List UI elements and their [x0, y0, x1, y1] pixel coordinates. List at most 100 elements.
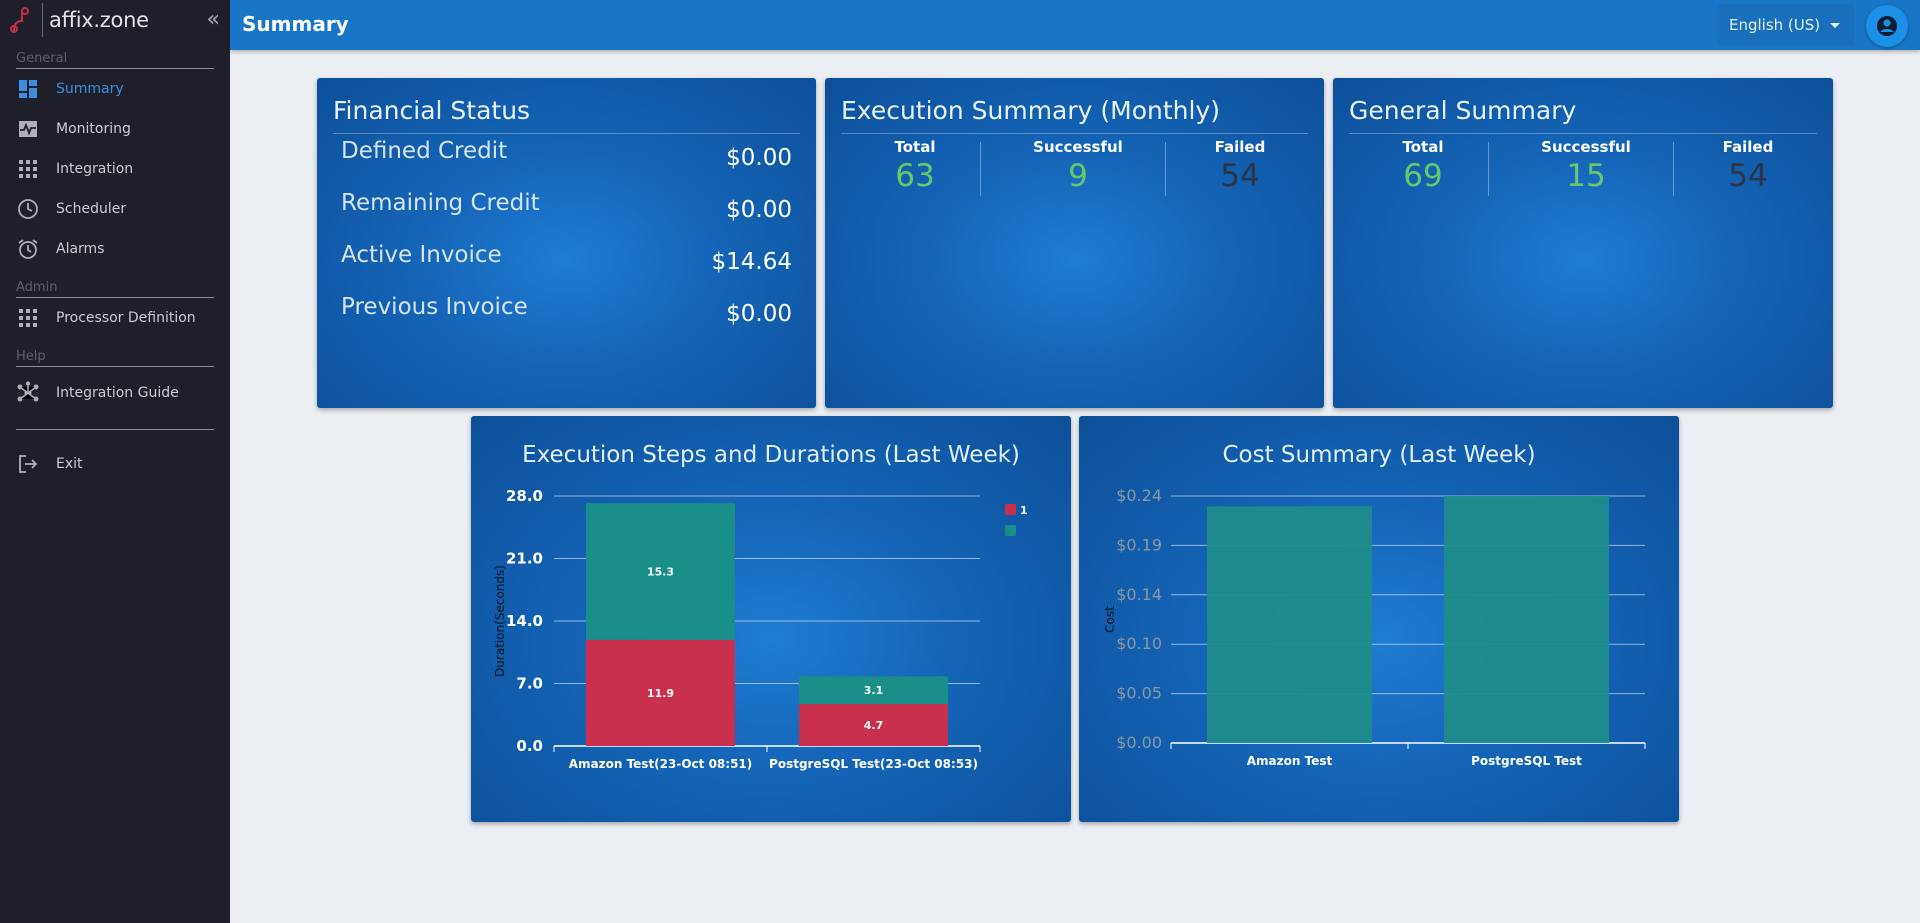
financial-value: $0.00 — [726, 197, 792, 223]
sidebar-item-label: Alarms — [56, 241, 105, 257]
stat-label: Failed — [1214, 138, 1266, 156]
bar — [1207, 506, 1372, 743]
caret-down-icon — [1830, 23, 1840, 28]
stat-value: 54 — [1220, 158, 1260, 194]
card-title: Execution Summary (Monthly) — [841, 96, 1220, 125]
data-label: 3.1 — [864, 684, 884, 697]
y-tick-label: 21.0 — [506, 550, 543, 568]
cost-summary-chart-card: Cost Summary (Last Week) $0.00 $0.05 $0.10… — [1079, 416, 1679, 822]
logo: affix.zone « — [0, 0, 230, 40]
financial-label: Defined Credit — [341, 138, 508, 164]
sidebar-item-label: Processor Definition — [56, 310, 196, 326]
y-tick-label: $0.05 — [1116, 684, 1162, 703]
y-axis-label: Duration(Seconds) — [493, 565, 507, 677]
apps-grid-icon — [16, 306, 40, 330]
collapse-sidebar-button[interactable]: « — [206, 7, 220, 32]
card-divider — [333, 133, 800, 134]
sidebar-item-integration[interactable]: Integration — [0, 149, 230, 189]
financial-row: Previous Invoice $0.00 — [341, 294, 792, 334]
sidebar-item-label: Summary — [56, 81, 124, 97]
sidebar-item-monitoring[interactable]: Monitoring — [0, 109, 230, 149]
language-select-value: English (US) — [1729, 16, 1821, 34]
y-tick-label: $0.10 — [1116, 634, 1162, 653]
legend-swatch — [1005, 525, 1016, 536]
page-title: Summary — [242, 12, 349, 36]
stat-total: Total 69 — [1373, 134, 1473, 194]
sidebar-item-label: Scheduler — [56, 201, 127, 217]
financial-value: $14.64 — [711, 249, 792, 275]
chart-title: Execution Steps and Durations (Last Week… — [522, 442, 1020, 468]
sidebar-item-label: Exit — [56, 456, 83, 472]
stat-label: Total — [1402, 138, 1444, 156]
financial-label: Remaining Credit — [341, 190, 540, 216]
data-label: 11.9 — [647, 687, 674, 700]
stat-value: 69 — [1403, 158, 1443, 194]
stat-divider — [1673, 142, 1674, 196]
logout-icon — [16, 452, 40, 476]
financial-label: Previous Invoice — [341, 294, 528, 320]
section-label-help: Help — [16, 349, 46, 364]
sidebar-item-integration-guide[interactable]: Integration Guide — [0, 373, 230, 413]
bar — [1444, 496, 1609, 743]
stat-failed: Failed 54 — [1698, 134, 1798, 194]
legend-swatch — [1005, 504, 1016, 515]
financial-value: $0.00 — [726, 145, 792, 171]
alarm-clock-icon — [16, 237, 40, 261]
logo-separator — [42, 3, 43, 37]
stat-divider — [1165, 142, 1166, 196]
account-circle-icon — [1877, 16, 1897, 36]
card-divider — [1349, 133, 1817, 134]
financial-row: Remaining Credit $0.00 — [341, 190, 792, 230]
sidebar-item-label: Integration Guide — [56, 385, 179, 401]
stat-label: Successful — [1541, 138, 1631, 156]
financial-row: Defined Credit $0.00 — [341, 138, 792, 178]
stat-label: Successful — [1033, 138, 1123, 156]
section-label-admin: Admin — [16, 280, 58, 295]
x-tick-label: Amazon Test — [1247, 754, 1333, 768]
financial-value: $0.00 — [726, 301, 792, 327]
data-label: 15.3 — [647, 565, 674, 578]
section-divider — [16, 366, 214, 367]
y-tick-label: 7.0 — [516, 675, 543, 693]
bar-segment — [586, 503, 735, 640]
stat-successful: Successful 9 — [1023, 134, 1133, 194]
y-tick-label: 28.0 — [506, 487, 543, 505]
sidebar-item-alarms[interactable]: Alarms — [0, 229, 230, 269]
stat-value: 15 — [1566, 158, 1606, 194]
bar-segment — [799, 704, 948, 746]
y-tick-label: $0.19 — [1116, 535, 1162, 554]
stat-value: 63 — [895, 158, 935, 194]
stat-value: 54 — [1728, 158, 1768, 194]
stat-value: 9 — [1068, 158, 1088, 194]
financial-row: Active Invoice $14.64 — [341, 242, 792, 282]
y-tick-label: 14.0 — [506, 612, 543, 630]
card-title: General Summary — [1349, 96, 1577, 125]
bar-segment — [586, 639, 735, 746]
x-tick-label: PostgreSQL Test — [1471, 754, 1582, 768]
language-select[interactable]: English (US) — [1717, 4, 1854, 46]
data-label: 4.7 — [864, 719, 884, 732]
x-tick-label: Amazon Test(23-Oct 08:51) — [569, 757, 753, 771]
bar-segment — [799, 676, 948, 705]
account-avatar-button[interactable] — [1866, 5, 1908, 47]
section-label-general: General — [16, 51, 68, 66]
apps-grid-icon — [16, 157, 40, 181]
execution-steps-chart-card: Execution Steps and Durations (Last Week… — [471, 416, 1071, 822]
y-tick-label: $0.24 — [1116, 486, 1162, 505]
sidebar-item-summary[interactable]: Summary — [0, 69, 230, 109]
general-summary-card: General Summary Total 69 Successful 15 F… — [1333, 78, 1833, 408]
sidebar: affix.zone « General Summary Monitoring … — [0, 0, 230, 923]
section-divider — [16, 68, 214, 69]
stat-label: Total — [894, 138, 936, 156]
financial-status-card: Financial Status Defined Credit $0.00 Re… — [317, 78, 816, 408]
y-tick-label: 0.0 — [516, 737, 543, 755]
sidebar-item-exit[interactable]: Exit — [0, 444, 230, 484]
card-divider — [841, 133, 1308, 134]
sidebar-item-processor-definition[interactable]: Processor Definition — [0, 298, 230, 338]
section-divider — [16, 297, 214, 298]
y-tick-label: $0.00 — [1116, 733, 1162, 752]
execution-summary-card: Execution Summary (Monthly) Total 63 Suc… — [825, 78, 1324, 408]
sidebar-item-label: Integration — [56, 161, 134, 177]
sidebar-item-scheduler[interactable]: Scheduler — [0, 189, 230, 229]
cost-summary-chart: $0.00 $0.05 $0.10 $0.14 $0.19 $0.24 Cost Amazon… — [1103, 486, 1646, 768]
